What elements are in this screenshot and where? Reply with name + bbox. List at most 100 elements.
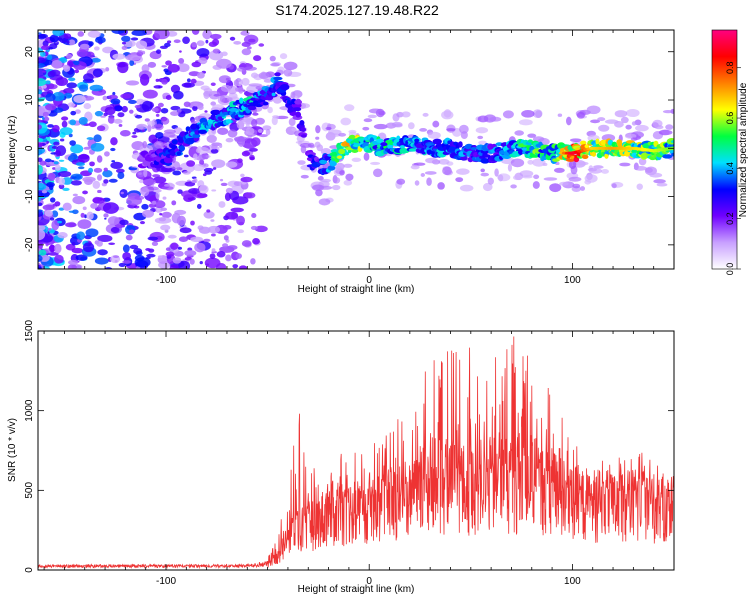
spectrogram-noise-blob <box>129 244 139 250</box>
spectrogram-noise-blob <box>66 82 78 89</box>
spectrogram-ridge-mark <box>470 146 477 151</box>
spectrogram-ridge-mark <box>376 138 384 144</box>
spectrogram-ridge-mark <box>295 111 302 118</box>
spectrogram-noise-blob <box>224 192 231 202</box>
spectrogram-ridge-mark <box>176 151 182 156</box>
spectrogram-noise-blob <box>78 117 88 125</box>
spectrogram-noise-blob <box>147 236 159 241</box>
spectrogram-noise-blob <box>89 161 95 167</box>
spectrogram-halo-blob <box>549 183 562 193</box>
spectrogram-halo-blob <box>635 124 649 132</box>
spectrogram-ridge-mark <box>300 134 307 138</box>
spectrogram-halo-blob <box>565 116 572 126</box>
spectrogram-noise-blob <box>142 209 154 218</box>
spectrogram-halo-blob <box>408 122 415 130</box>
spectrogram-noise-blob <box>69 119 77 126</box>
spectrogram-halo-blob <box>477 135 484 140</box>
spectrogram-halo-blob <box>343 163 353 168</box>
spectrogram-noise-blob <box>208 41 218 47</box>
spectrogram-halo-blob <box>211 144 218 150</box>
spectrogram-ridge-mark <box>171 139 179 145</box>
spectrogram-noise-blob <box>71 241 76 246</box>
spectrogram-noise-blob <box>38 33 47 40</box>
spectrogram-noise-blob <box>85 228 99 238</box>
spectrogram-noise-blob <box>135 40 148 50</box>
spectrogram-noise-blob <box>171 200 177 206</box>
spectrogram-noise-blob <box>77 166 85 170</box>
spectrogram-noise-blob <box>123 40 136 48</box>
spectrogram-noise-blob <box>75 162 85 167</box>
spectrogram-halo-blob <box>318 185 333 190</box>
spectrogram-halo-blob <box>197 145 202 153</box>
spectrogram-halo-blob <box>482 182 493 192</box>
spectrogram-noise-blob <box>246 46 252 50</box>
spectrogram-noise-blob <box>131 135 138 138</box>
spectrogram-noise-blob <box>48 47 53 50</box>
spectrogram-ridge-mark <box>338 148 346 155</box>
spectrogram-halo-blob <box>328 129 342 135</box>
spectrogram-noise-blob <box>151 200 157 205</box>
spectrogram-noise-blob <box>157 255 163 259</box>
spectrogram-noise-blob <box>110 98 121 105</box>
spectrogram-halo-blob <box>507 163 513 172</box>
spectrogram-noise-blob <box>72 193 78 197</box>
snr-x-axis-label: Height of straight line (km) <box>298 584 415 595</box>
spectrogram-noise-blob <box>222 224 232 230</box>
spectrogram-noise-blob <box>94 257 109 265</box>
spectrogram-noise-blob <box>38 266 42 269</box>
spectrogram-noise-blob <box>97 249 108 256</box>
spectrogram-halo-blob <box>489 116 502 122</box>
spectrogram-ridge-mark <box>414 138 420 143</box>
spectrogram-noise-blob <box>71 209 79 215</box>
spectrogram-noise-blob <box>196 192 208 198</box>
spectrogram-halo-blob <box>200 85 210 91</box>
spectrogram-noise-blob <box>191 61 202 68</box>
spectrogram-noise-blob <box>151 241 159 247</box>
spectrogram-noise-blob <box>141 100 153 112</box>
spectrogram-noise-blob <box>211 159 226 169</box>
spectrogram-ridge-mark <box>408 148 418 152</box>
spectrogram-noise-blob <box>103 213 109 218</box>
spectrogram-halo-blob <box>142 178 157 186</box>
spectrogram-halo-blob <box>272 95 282 104</box>
colorbar-ticks: 0.0 0.2 0.4 0.6 0.8 <box>725 61 741 275</box>
spectrogram-halo-blob <box>422 112 429 117</box>
spectrogram-noise-blob <box>245 192 256 199</box>
spectrogram-noise-blob <box>79 43 90 50</box>
spectrogram-halo-blob <box>291 127 297 132</box>
spectrogram-noise-blob <box>249 156 255 161</box>
spectrogram-halo-blob <box>136 123 148 130</box>
spectrogram-noise-blob <box>239 265 248 269</box>
spectrogram-halo-blob <box>271 116 278 126</box>
spectrogram-noise-blob <box>38 228 46 241</box>
spectrogram-ridge-mark <box>399 145 406 149</box>
spectrogram-noise-blob <box>93 167 103 173</box>
spectrogram-noise-blob <box>121 105 128 113</box>
spectrogram-noise-blob <box>55 76 69 87</box>
snr-y-axis-label: SNR (10 * v/v) <box>7 418 18 482</box>
spectrogram-noise-blob <box>43 116 50 122</box>
spectrogram-noise-blob <box>73 60 80 66</box>
spectrogram-noise-blob <box>70 110 77 116</box>
spectrogram-noise-blob <box>184 249 197 257</box>
spectrogram-halo-blob <box>142 140 148 149</box>
spectrogram-noise-blob <box>38 209 43 213</box>
spectrogram-noise-blob <box>88 41 94 47</box>
spectrogram-halo-blob <box>480 172 489 177</box>
spectrogram-halo-blob <box>321 178 331 183</box>
spectrogram-noise-blob <box>110 161 123 169</box>
spectrogram-halo-blob <box>193 102 199 107</box>
spectrogram-noise-blob <box>38 68 47 77</box>
spectrogram-halo-blob <box>568 176 582 182</box>
spectrogram-x-axis-label: Height of straight line (km) <box>298 284 415 295</box>
spectrogram-noise-blob <box>52 203 57 207</box>
spectrogram-ridge-mark <box>294 99 303 105</box>
spectrogram-noise-blob <box>38 255 43 263</box>
spectrogram-ridge-mark <box>228 107 239 112</box>
spectrogram-noise-blob <box>110 147 116 152</box>
spectrogram-halo-blob <box>238 85 244 94</box>
spectrogram-noise-blob <box>108 178 118 183</box>
spectrogram-halo-blob <box>557 113 563 117</box>
spectrogram-noise-blob <box>86 211 94 220</box>
spectrogram-noise-blob <box>42 40 49 47</box>
